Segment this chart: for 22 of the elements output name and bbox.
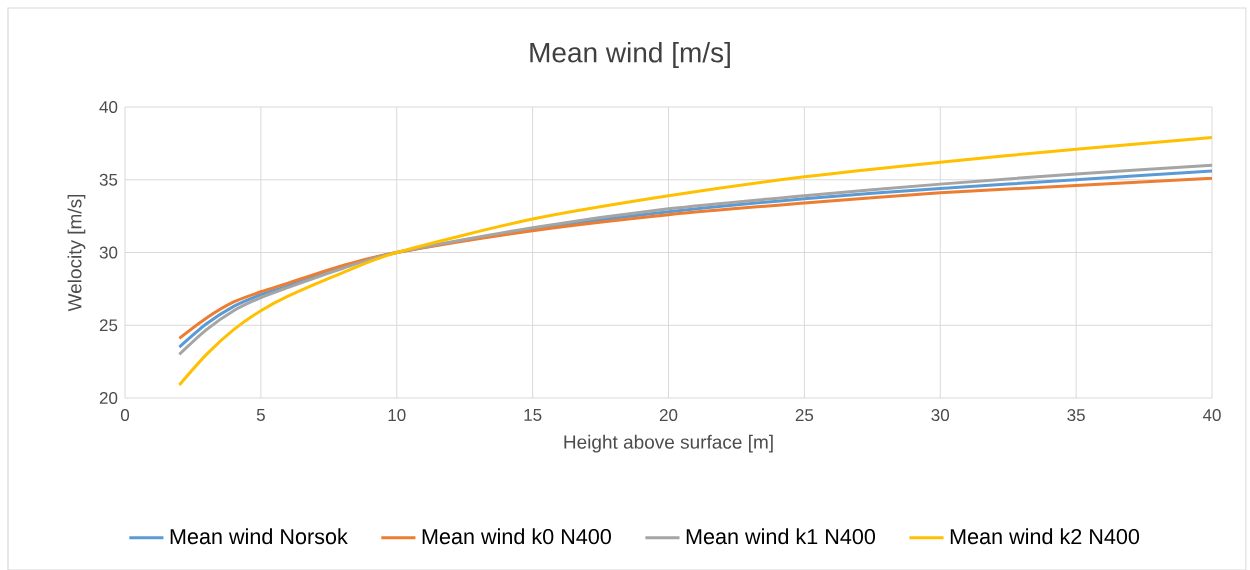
x-tick-label: 35 (1067, 409, 1085, 422)
x-tick-label: 15 (524, 409, 542, 421)
x-tick-label: 25 (795, 409, 814, 422)
legend-label: Mean wind k1 N400 (686, 528, 876, 545)
x-tick-label: 30 (931, 409, 950, 422)
x-tick-label: 10 (388, 409, 406, 422)
legend-label: Mean wind Norsok (170, 528, 348, 545)
line-series (177, 136, 1212, 387)
y-axis-title: Welocity [m/s] (67, 194, 86, 312)
y-tick-label: 40 (99, 101, 118, 114)
x-tick-label: 0 (120, 409, 130, 422)
legend-label: Mean wind k0 N400 (422, 528, 611, 545)
chart-title: Mean wind [m/s] (530, 41, 730, 69)
x-tick-label: 20 (659, 409, 678, 422)
x-tick-label: 5 (256, 409, 265, 421)
y-tick-label: 35 (99, 173, 118, 186)
x-tick-label: 40 (1202, 409, 1221, 422)
y-tick-label: 30 (99, 246, 118, 259)
x-axis-title: Height above surface [m] (564, 434, 773, 453)
legend-label: Mean wind k2 N400 (950, 528, 1140, 545)
y-tick-label: 25 (99, 319, 118, 332)
y-tick-label: 20 (99, 392, 118, 405)
